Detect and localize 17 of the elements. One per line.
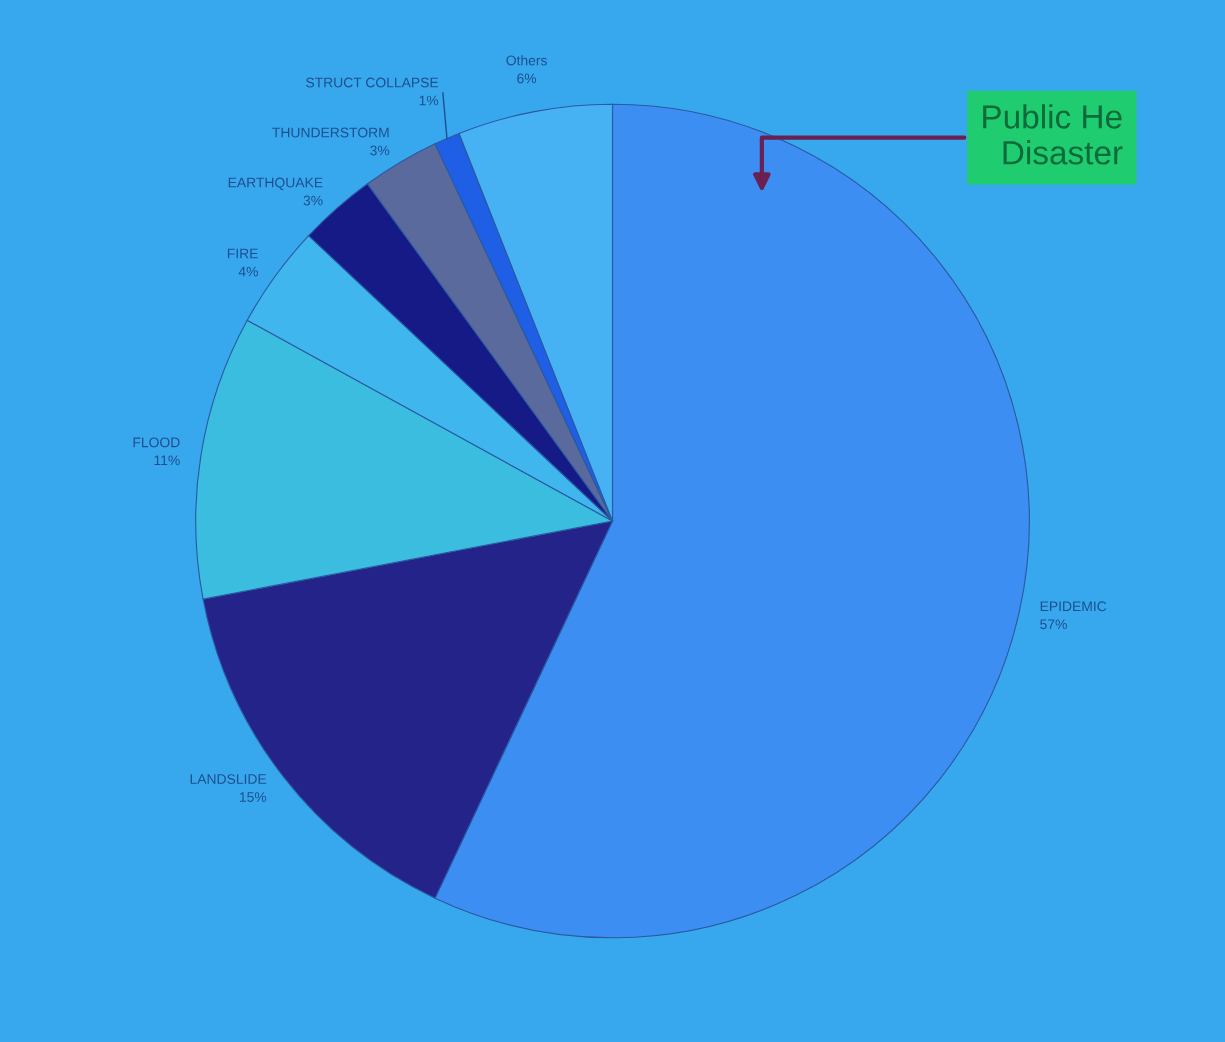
slice-label: LANDSLIDE [190,774,267,784]
data-label: 3% [303,195,323,206]
data-label: 4% [238,266,258,277]
text: Public He Disaster [983,104,1123,165]
slice-label: FLOOD [133,437,180,448]
data-label: 11% [154,455,180,466]
slice-label: FIRE [227,248,258,259]
slice-label: EARTHQUAKE [228,177,323,190]
data-label: 1% [419,95,439,106]
data-label: 3% [370,145,390,156]
slice-label: EPIDEMIC [1040,601,1107,612]
slice-label: THUNDERSTORM [272,127,389,138]
data-label: 6% [517,73,537,84]
slice-label: STRUCT COLLAPSE [306,77,439,88]
data-label: 57% [1040,619,1067,630]
data-label: 15% [239,792,267,802]
slice-label: Others [506,55,547,66]
